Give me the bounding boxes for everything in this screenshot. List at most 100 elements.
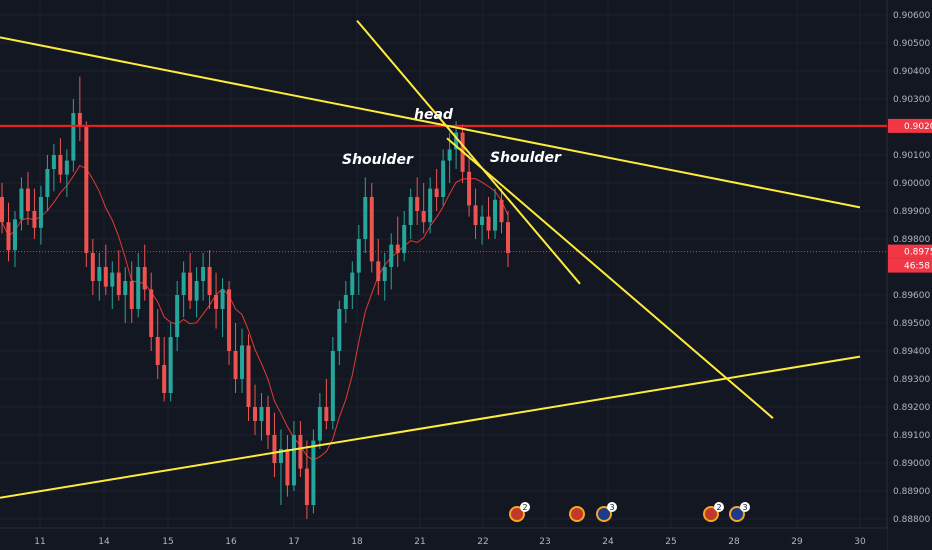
price-tag-box (888, 244, 932, 259)
candle-body (382, 267, 387, 281)
candle-body (214, 295, 219, 309)
y-tick-label: 0.88900 (893, 487, 930, 497)
x-tick-label: 14 (98, 537, 110, 547)
candle-body (480, 216, 485, 225)
y-tick-label: 0.88800 (893, 515, 930, 525)
candle-body (6, 222, 11, 251)
event-count-badge (740, 502, 750, 512)
price-tag-box (888, 118, 932, 133)
annotation-left-shoulder: Shoulder (342, 152, 414, 168)
candle-body (499, 199, 504, 223)
trendline-steep-falling[interactable] (356, 19, 581, 285)
candle-body (304, 468, 309, 505)
event-count-badge (714, 502, 724, 512)
candle-body (45, 169, 50, 197)
candle-body (136, 267, 141, 309)
candle-body (428, 188, 433, 223)
price-tag-label: 0.90204 (904, 122, 932, 132)
candle-body (447, 149, 452, 161)
annotation-head: head (414, 107, 454, 123)
candle-body (253, 407, 257, 421)
candle-body (51, 155, 56, 169)
candle-body (337, 309, 342, 351)
candle-body (441, 160, 446, 197)
candle-body (188, 272, 193, 301)
candle-body (181, 272, 186, 295)
trendline-mid-falling[interactable] (446, 137, 774, 419)
event-marker-flag-icon (731, 508, 743, 520)
y-tick-label: 0.89400 (893, 347, 930, 357)
y-tick-label: 0.90300 (893, 95, 930, 105)
event-marker-flag-icon (511, 508, 523, 520)
candles (0, 76, 510, 519)
candle-body (389, 244, 394, 267)
y-tick-label: 0.89000 (893, 459, 930, 469)
candle-body (298, 435, 303, 469)
trendline-lower-rising[interactable] (0, 355, 861, 499)
candle-body (207, 267, 212, 295)
x-tick-label: 11 (34, 537, 45, 547)
candle-body (129, 281, 134, 309)
candle-body (32, 211, 37, 228)
x-tick-label: 30 (854, 537, 866, 547)
event-count-label: 2 (522, 503, 527, 512)
trendline-upper-falling[interactable] (0, 36, 861, 209)
candle-body (421, 211, 426, 223)
x-tick-label: 21 (414, 537, 425, 547)
candle-body (149, 289, 154, 337)
candle-body (265, 407, 270, 435)
y-tick-label: 0.89800 (893, 235, 930, 245)
event-count-label: 3 (742, 503, 747, 512)
event-marker-ca[interactable]: 2 (509, 502, 530, 522)
candle-body (168, 337, 173, 393)
candle-body (311, 440, 316, 505)
candle-body (408, 197, 413, 225)
grid-lines (0, 0, 887, 528)
candle-body (116, 272, 121, 295)
x-tick-label: 24 (602, 537, 614, 547)
candle-body (64, 160, 69, 175)
price-axis-labels: 0.90600 0.90500 0.90400 0.90300 0.90100 0.900… (893, 11, 930, 525)
event-count-label: 2 (716, 503, 721, 512)
candle-body (194, 281, 199, 301)
event-count-badge (520, 502, 530, 512)
candle-body (324, 407, 329, 421)
candle-body (58, 155, 63, 175)
x-tick-label: 18 (351, 537, 363, 547)
event-count-label: 3 (609, 503, 614, 512)
time-axis-labels: 11 14 15 16 17 18 21 22 23 24 25 28 29 30 (34, 537, 866, 547)
candle-body (12, 219, 17, 251)
x-tick-label: 28 (728, 537, 740, 547)
candle-body (201, 267, 206, 281)
candle-body (415, 197, 420, 211)
candle-body (227, 289, 232, 351)
candle-body (162, 365, 167, 393)
y-tick-label: 0.89600 (893, 291, 930, 301)
candle-body (97, 267, 102, 281)
y-tick-label: 0.90000 (893, 179, 930, 189)
economic-event-markers[interactable]: 2 3 2 3 (509, 502, 750, 522)
event-marker-ca[interactable]: 2 (703, 502, 724, 522)
price-axis-panel[interactable] (887, 0, 932, 550)
candle-body (506, 222, 510, 253)
candle-body (90, 253, 95, 281)
candle-body (71, 113, 76, 161)
event-marker-au[interactable]: 3 (596, 502, 617, 522)
candle-body (19, 188, 24, 220)
event-marker-ca[interactable] (569, 506, 585, 522)
candle-body (395, 244, 400, 253)
event-marker-au[interactable]: 3 (729, 502, 750, 522)
price-tags: 0.90204 0.89755 46:58 (888, 118, 932, 273)
y-tick-label: 0.90100 (893, 151, 930, 161)
candle-body (434, 188, 439, 197)
price-tag-label: 0.89755 (904, 248, 932, 258)
x-tick-label: 22 (477, 537, 488, 547)
candle-body (363, 197, 368, 239)
trendlines[interactable] (0, 19, 861, 499)
candle-body (220, 289, 225, 309)
time-axis-panel[interactable] (0, 528, 887, 550)
candle-body (155, 337, 160, 365)
candle-body (142, 267, 147, 290)
